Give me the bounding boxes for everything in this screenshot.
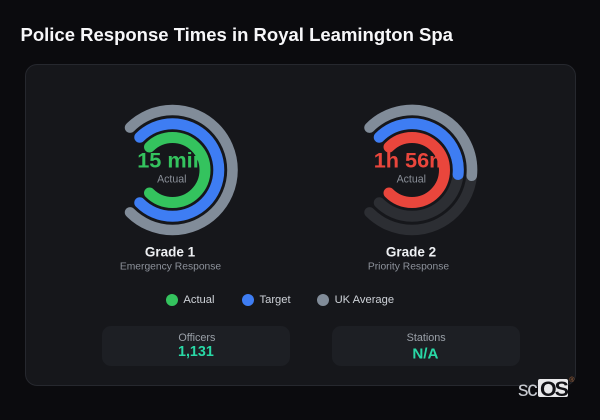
svg-text:Actual: Actual: [157, 174, 186, 186]
svg-text:Actual: Actual: [397, 174, 426, 186]
